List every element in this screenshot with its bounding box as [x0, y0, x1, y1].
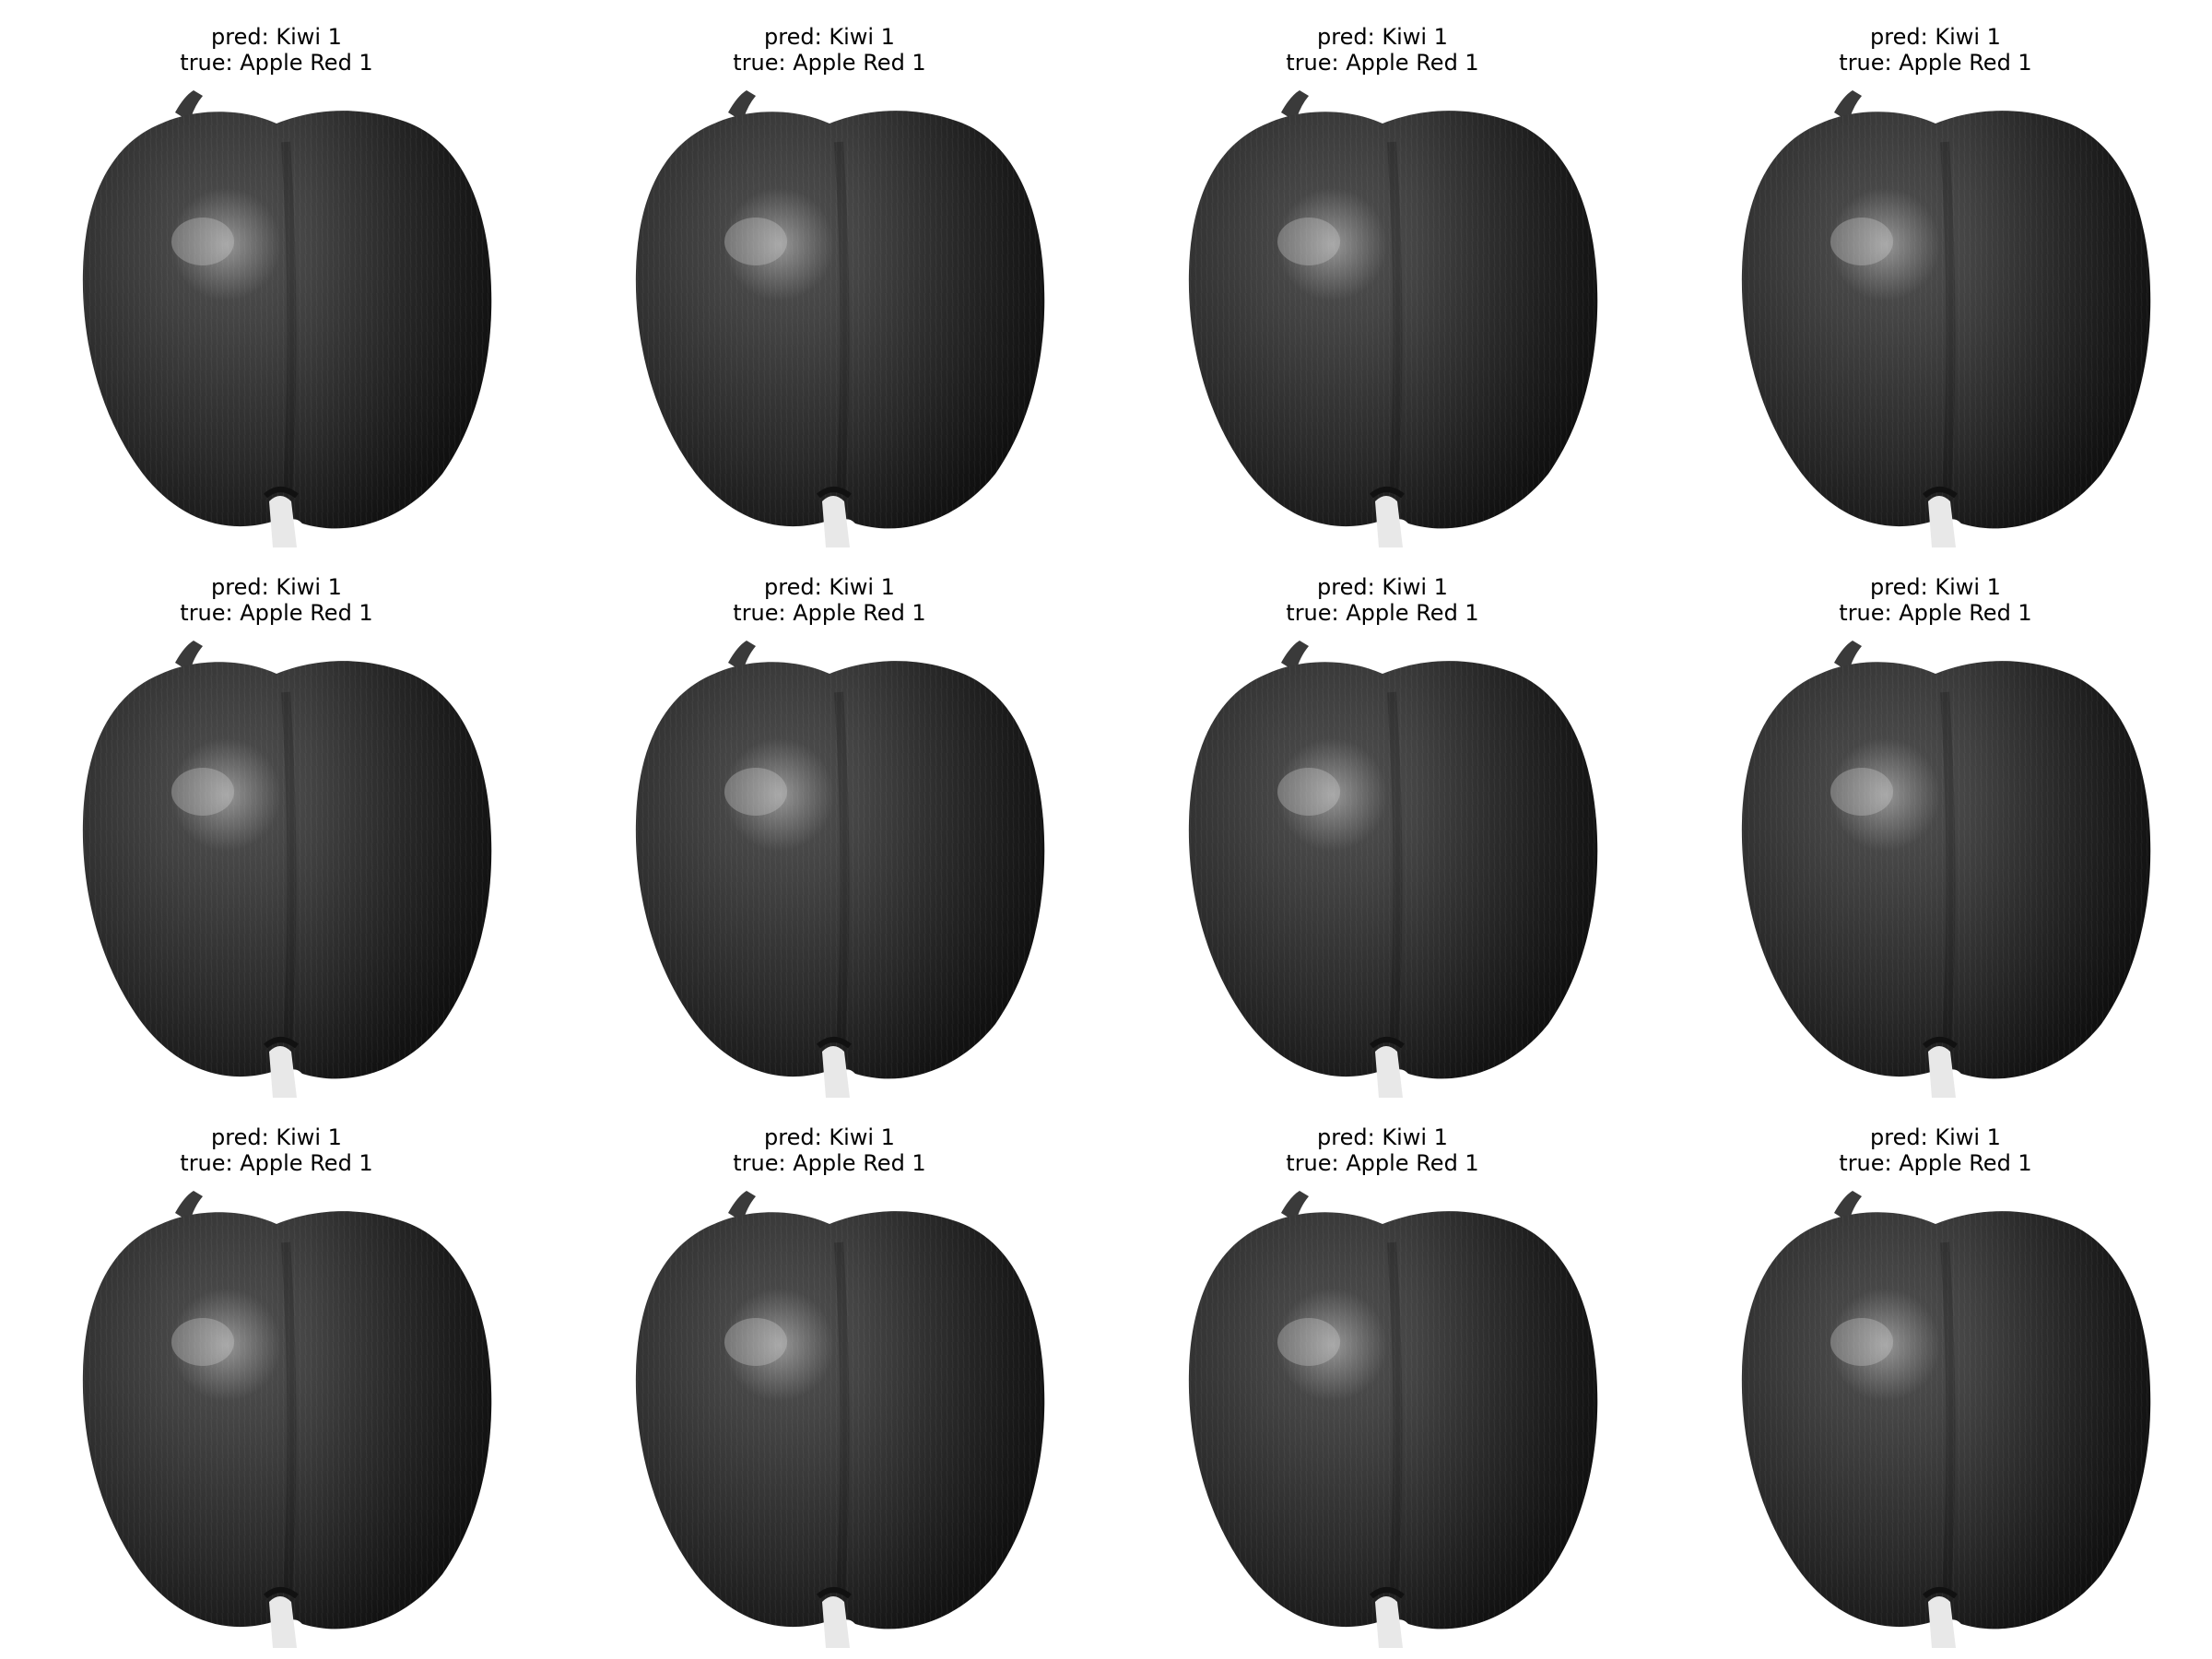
panel-r1-c1: pred: Kiwi 1 true: Apple Red 1 [0, 0, 553, 553]
pred-label: pred: Kiwi 1 [1659, 1124, 2212, 1150]
true-label: true: Apple Red 1 [0, 1150, 553, 1176]
true-label: true: Apple Red 1 [1659, 600, 2212, 626]
pred-label: pred: Kiwi 1 [1106, 574, 1659, 600]
pred-label: pred: Kiwi 1 [1106, 1124, 1659, 1150]
pred-label: pred: Kiwi 1 [0, 1124, 553, 1150]
panel-r1-c3: pred: Kiwi 1 true: Apple Red 1 [1106, 0, 1659, 553]
apple-image [55, 637, 498, 1098]
true-label: true: Apple Red 1 [1106, 50, 1659, 76]
pred-label: pred: Kiwi 1 [553, 24, 1106, 50]
panel-r3-c1: pred: Kiwi 1 true: Apple Red 1 [0, 1100, 553, 1653]
apple-image [1714, 87, 2157, 547]
apple-image [1161, 87, 1604, 547]
panel-r1-c4: pred: Kiwi 1 true: Apple Red 1 [1659, 0, 2212, 553]
apple-image [1161, 1187, 1604, 1648]
panel-r2-c1: pred: Kiwi 1 true: Apple Red 1 [0, 550, 553, 1103]
apple-image [55, 87, 498, 547]
apple-image [608, 1187, 1051, 1648]
panel-r3-c4: pred: Kiwi 1 true: Apple Red 1 [1659, 1100, 2212, 1653]
true-label: true: Apple Red 1 [1659, 1150, 2212, 1176]
true-label: true: Apple Red 1 [553, 50, 1106, 76]
pred-label: pred: Kiwi 1 [1106, 24, 1659, 50]
true-label: true: Apple Red 1 [1659, 50, 2212, 76]
apple-image [1161, 637, 1604, 1098]
apple-image [55, 1187, 498, 1648]
pred-label: pred: Kiwi 1 [1659, 574, 2212, 600]
apple-image [1714, 637, 2157, 1098]
pred-label: pred: Kiwi 1 [553, 1124, 1106, 1150]
pred-label: pred: Kiwi 1 [0, 24, 553, 50]
true-label: true: Apple Red 1 [0, 600, 553, 626]
panel-r2-c3: pred: Kiwi 1 true: Apple Red 1 [1106, 550, 1659, 1103]
true-label: true: Apple Red 1 [553, 1150, 1106, 1176]
apple-image [1714, 1187, 2157, 1648]
true-label: true: Apple Red 1 [553, 600, 1106, 626]
panel-r2-c2: pred: Kiwi 1 true: Apple Red 1 [553, 550, 1106, 1103]
true-label: true: Apple Red 1 [0, 50, 553, 76]
panel-r3-c3: pred: Kiwi 1 true: Apple Red 1 [1106, 1100, 1659, 1653]
panel-r2-c4: pred: Kiwi 1 true: Apple Red 1 [1659, 550, 2212, 1103]
panel-r3-c2: pred: Kiwi 1 true: Apple Red 1 [553, 1100, 1106, 1653]
true-label: true: Apple Red 1 [1106, 600, 1659, 626]
pred-label: pred: Kiwi 1 [1659, 24, 2212, 50]
panel-r1-c2: pred: Kiwi 1 true: Apple Red 1 [553, 0, 1106, 553]
apple-image [608, 637, 1051, 1098]
apple-image [608, 87, 1051, 547]
pred-label: pred: Kiwi 1 [553, 574, 1106, 600]
true-label: true: Apple Red 1 [1106, 1150, 1659, 1176]
pred-label: pred: Kiwi 1 [0, 574, 553, 600]
